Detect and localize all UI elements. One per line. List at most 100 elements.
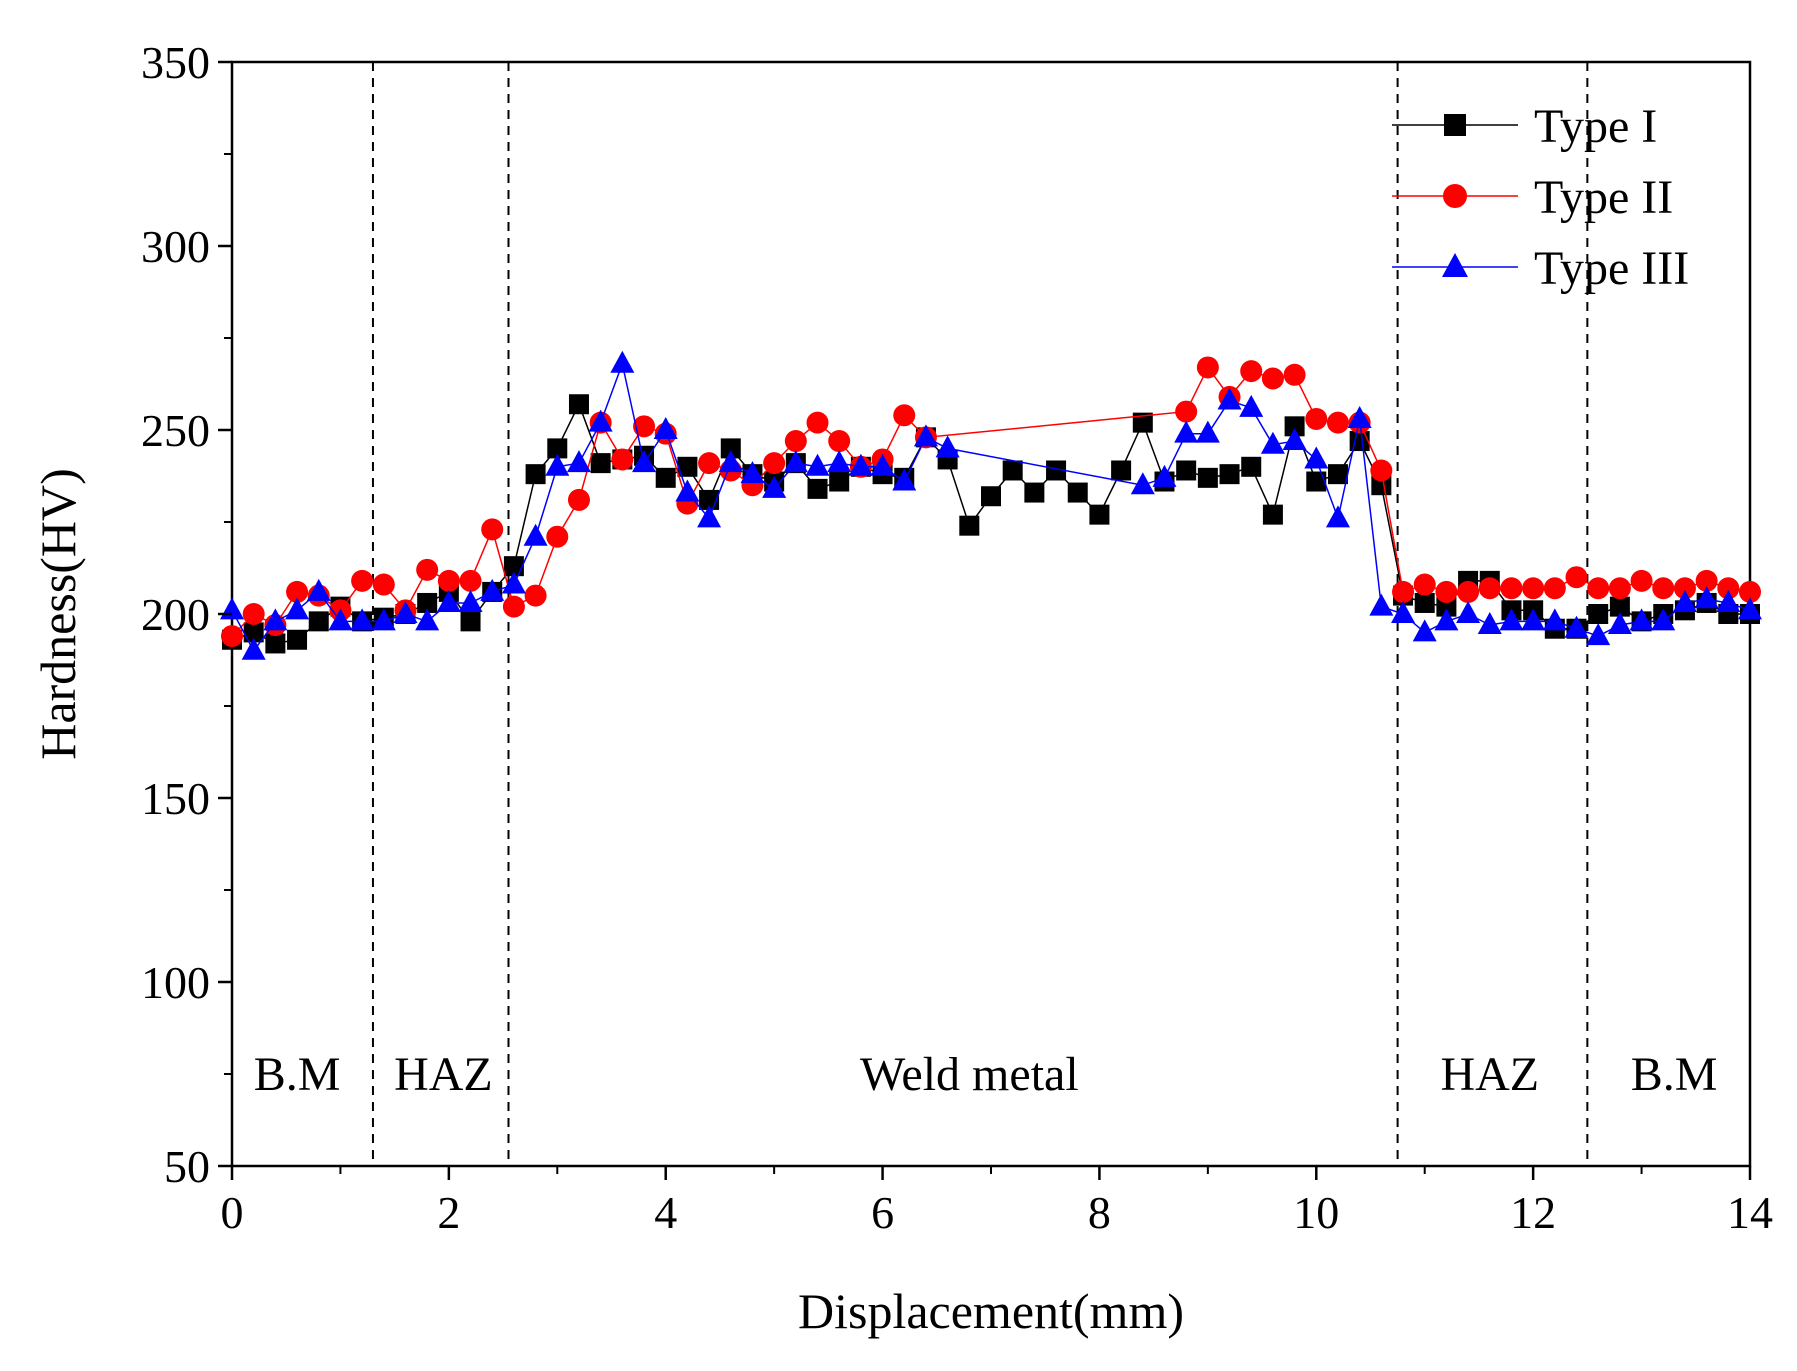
data-point-triangle: [1217, 387, 1242, 410]
legend: Type I Type II Type III: [1392, 100, 1689, 295]
data-point-triangle: [1325, 505, 1350, 528]
data-point-circle: [1392, 580, 1415, 603]
data-point-circle: [1326, 411, 1349, 434]
data-point-square: [525, 464, 546, 485]
data-point-triangle: [1195, 420, 1220, 443]
data-point-triangle: [1564, 615, 1589, 638]
data-point-triangle: [1434, 608, 1459, 631]
data-point-circle: [806, 411, 829, 434]
data-point-triangle: [1521, 608, 1546, 631]
y-tick-label: 100: [141, 957, 210, 1008]
data-point-triangle: [588, 409, 613, 432]
data-point-triangle: [697, 505, 722, 528]
data-point-triangle: [350, 608, 375, 631]
data-point-circle: [763, 452, 786, 475]
data-point-circle: [1695, 569, 1718, 592]
data-point-triangle: [718, 450, 743, 473]
data-point-circle: [567, 488, 590, 511]
data-point-triangle: [848, 453, 873, 476]
data-point-square: [590, 453, 611, 474]
data-point-square: [1046, 460, 1067, 481]
data-point-circle: [1457, 580, 1480, 603]
data-point-triangle: [1130, 472, 1155, 495]
data-point-triangle: [220, 597, 244, 620]
data-point-triangle: [415, 608, 440, 631]
data-point-triangle: [1174, 420, 1199, 443]
plot-frame: [230, 60, 1752, 1168]
legend-label-type-i: Type I: [1534, 100, 1657, 153]
data-point-triangle: [675, 479, 700, 502]
data-point-circle: [1413, 573, 1436, 596]
data-point-circle: [1240, 360, 1263, 383]
y-tick-label: 250: [141, 405, 210, 456]
data-point-triangle: [827, 450, 852, 473]
data-point-triangle: [610, 350, 635, 373]
data-point-square: [1132, 412, 1153, 433]
data-point-circle: [1652, 577, 1675, 600]
data-point-circle: [221, 625, 243, 648]
data-point-circle: [1587, 577, 1610, 600]
data-point-triangle: [913, 424, 938, 447]
data-point-triangle: [501, 571, 526, 594]
data-point-triangle: [740, 461, 765, 484]
data-point-triangle: [328, 608, 353, 631]
series-square: [222, 394, 1760, 654]
data-point-square: [1067, 482, 1088, 503]
data-point-triangle: [285, 597, 310, 620]
data-point-triangle: [1629, 608, 1654, 631]
data-point-square: [1219, 464, 1240, 485]
data-point-circle: [546, 525, 569, 548]
data-point-circle: [784, 430, 807, 453]
data-point-triangle: [566, 450, 591, 473]
data-point-square: [460, 611, 481, 632]
legend-entry-type-iii: Type III: [1392, 242, 1689, 295]
data-point-triangle: [1586, 623, 1611, 646]
data-point-circle: [698, 452, 721, 475]
data-point-triangle: [306, 578, 331, 601]
x-tick-label: 14: [1727, 1187, 1773, 1238]
data-point-triangle: [480, 578, 505, 601]
data-point-triangle: [1391, 601, 1416, 623]
data-point-square: [981, 486, 1001, 507]
data-point-square: [1241, 456, 1262, 477]
data-point-triangle: [1282, 428, 1307, 451]
y-tick-label: 200: [141, 589, 210, 640]
data-point-square: [547, 438, 568, 459]
x-tick-label: 2: [437, 1187, 460, 1238]
x-tick-label: 10: [1293, 1187, 1339, 1238]
data-point-triangle: [545, 453, 570, 476]
region-label: B.M: [1631, 1048, 1718, 1101]
data-point-triangle: [436, 589, 461, 612]
x-tick-label: 8: [1088, 1187, 1111, 1238]
data-point-circle: [633, 415, 656, 438]
legend-label-type-iii: Type III: [1534, 242, 1689, 295]
data-point-triangle: [523, 523, 548, 546]
data-point-circle: [1673, 577, 1696, 600]
data-point-circle: [1435, 580, 1458, 603]
data-point-triangle: [892, 468, 917, 491]
data-point-square: [1089, 504, 1110, 525]
data-point-circle: [893, 404, 916, 427]
data-point-triangle: [762, 475, 787, 498]
region-label: HAZ: [394, 1048, 493, 1101]
data-point-square: [1327, 464, 1348, 485]
legend-marker-triangle: [1442, 253, 1468, 277]
data-point-triangle: [371, 608, 396, 631]
data-point-circle: [502, 595, 525, 618]
x-axis-title: Displacement(mm): [798, 1283, 1184, 1339]
data-point-triangle: [1607, 612, 1632, 635]
x-tick-label: 6: [871, 1187, 894, 1238]
data-point-triangle: [935, 435, 960, 458]
y-tick-label: 300: [141, 221, 210, 272]
region-label: HAZ: [1440, 1048, 1539, 1101]
data-point-circle: [1305, 407, 1328, 430]
data-point-square: [1024, 482, 1045, 503]
data-point-circle: [372, 573, 395, 596]
data-point-square: [655, 467, 676, 488]
data-point-circle: [1500, 577, 1523, 600]
data-point-square: [1306, 471, 1327, 492]
data-point-square: [503, 556, 524, 577]
data-point-triangle: [1716, 589, 1741, 612]
data-point-square: [243, 622, 264, 643]
data-point-triangle: [1347, 405, 1372, 428]
